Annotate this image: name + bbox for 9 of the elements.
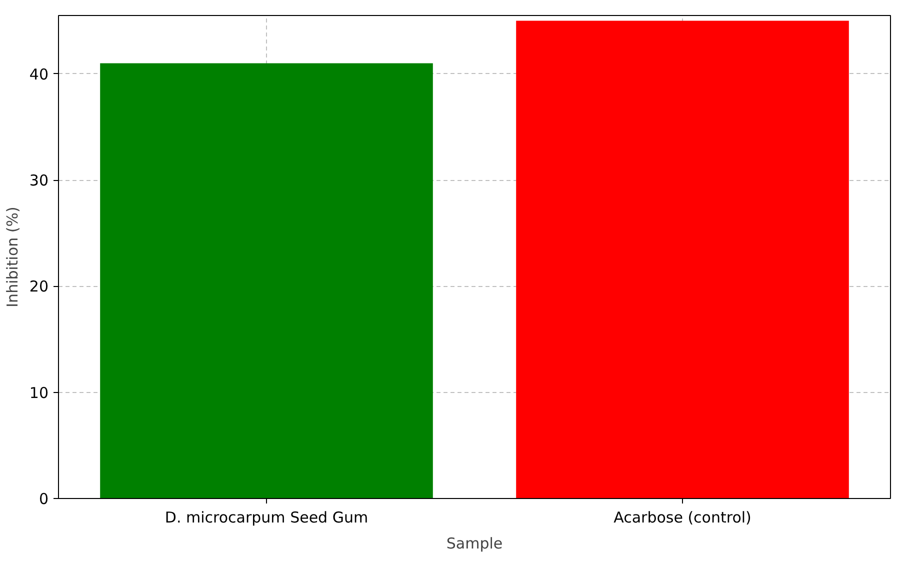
x-tick-label: Acarbose (control) — [614, 508, 752, 526]
y-tick-label: 20 — [29, 278, 49, 296]
y-tick-label: 10 — [29, 384, 49, 402]
x-axis-title: Sample — [446, 534, 503, 552]
y-axis-title: Inhibition (%) — [3, 206, 22, 308]
y-tick-label: 40 — [29, 65, 49, 84]
x-tick-label: D. microcarpum Seed Gum — [164, 508, 368, 526]
y-tick-label: 30 — [29, 172, 49, 190]
y-tick-label: 0 — [38, 490, 49, 508]
